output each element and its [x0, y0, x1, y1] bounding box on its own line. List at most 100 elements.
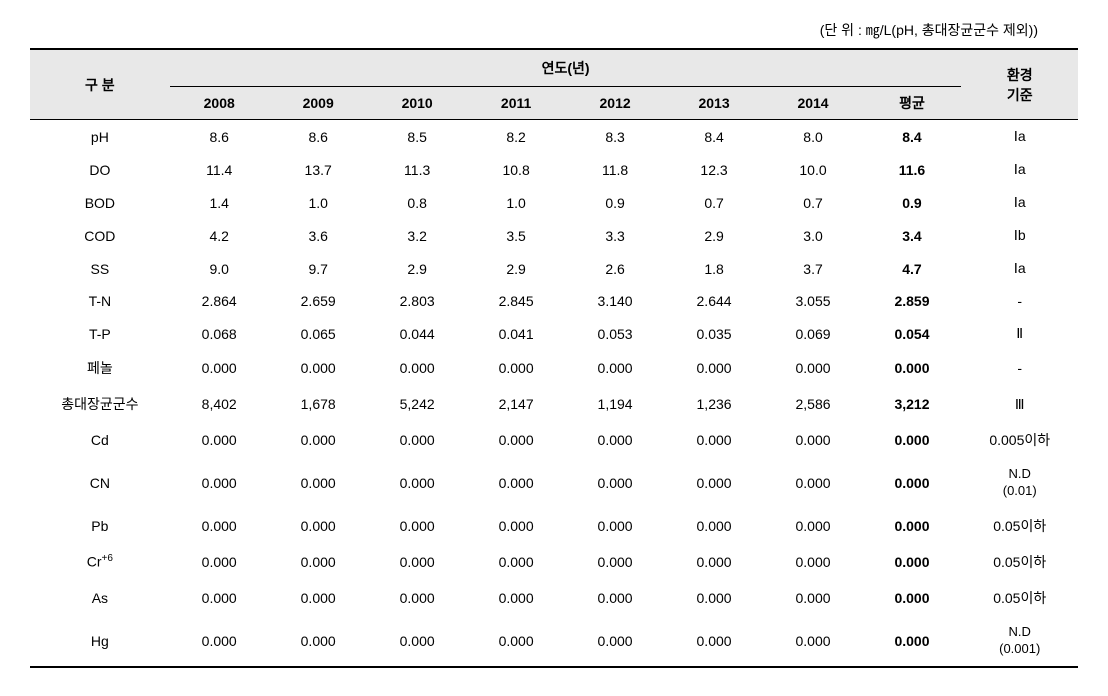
cell-value: 8.6	[269, 120, 368, 154]
table-header: 구 분 연도(년) 환경기준 2008 2009 2010 2011 2012 …	[30, 49, 1078, 120]
cell-value: 2.659	[269, 285, 368, 317]
cell-standard: 0.005이하	[961, 422, 1078, 458]
cell-value: 0.000	[467, 508, 566, 544]
cell-value: 0.041	[467, 317, 566, 350]
cell-value: 2,586	[764, 386, 863, 422]
cell-value: 0.000	[368, 350, 467, 386]
table-row: SS9.09.72.92.92.61.83.74.7Ⅰa	[30, 252, 1078, 285]
cell-average: 0.000	[863, 458, 962, 508]
cell-value: 2.6	[566, 252, 665, 285]
table-row: T-P0.0680.0650.0440.0410.0530.0350.0690.…	[30, 317, 1078, 350]
row-label: 총대장균군수	[30, 386, 170, 422]
table-row: BOD1.41.00.81.00.90.70.70.9Ⅰa	[30, 186, 1078, 219]
table-row: As0.0000.0000.0000.0000.0000.0000.0000.0…	[30, 580, 1078, 616]
cell-standard: N.D(0.001)	[961, 616, 1078, 667]
cell-value: 0.000	[764, 616, 863, 667]
cell-value: 0.000	[566, 350, 665, 386]
cell-value: 1,678	[269, 386, 368, 422]
cell-value: 0.000	[170, 508, 269, 544]
table-row: Cd0.0000.0000.0000.0000.0000.0000.0000.0…	[30, 422, 1078, 458]
cell-value: 1.8	[665, 252, 764, 285]
cell-standard: Ⅰb	[961, 219, 1078, 252]
cell-average: 11.6	[863, 153, 962, 186]
row-label: CN	[30, 458, 170, 508]
cell-value: 3.140	[566, 285, 665, 317]
cell-average: 3.4	[863, 219, 962, 252]
cell-value: 9.7	[269, 252, 368, 285]
cell-average: 0.000	[863, 580, 962, 616]
table-row: Pb0.0000.0000.0000.0000.0000.0000.0000.0…	[30, 508, 1078, 544]
header-standard: 환경기준	[961, 49, 1078, 120]
table-row: COD4.23.63.23.53.32.93.03.4Ⅰb	[30, 219, 1078, 252]
cell-value: 0.000	[170, 616, 269, 667]
header-category: 구 분	[30, 49, 170, 120]
cell-value: 0.000	[665, 458, 764, 508]
cell-value: 5,242	[368, 386, 467, 422]
cell-value: 0.000	[368, 616, 467, 667]
cell-value: 2.803	[368, 285, 467, 317]
cell-value: 0.000	[467, 580, 566, 616]
cell-value: 2.9	[467, 252, 566, 285]
cell-value: 3.5	[467, 219, 566, 252]
cell-value: 0.000	[368, 508, 467, 544]
header-year-2009: 2009	[269, 87, 368, 120]
cell-standard: -	[961, 350, 1078, 386]
cell-value: 0.000	[170, 458, 269, 508]
cell-average: 0.000	[863, 350, 962, 386]
cell-standard: Ⅲ	[961, 386, 1078, 422]
table-row: T-N2.8642.6592.8032.8453.1402.6443.0552.…	[30, 285, 1078, 317]
row-label: pH	[30, 120, 170, 154]
cell-average: 0.000	[863, 544, 962, 580]
row-label: SS	[30, 252, 170, 285]
cell-average: 3,212	[863, 386, 962, 422]
cell-average: 0.000	[863, 616, 962, 667]
cell-average: 0.000	[863, 508, 962, 544]
cell-value: 2.644	[665, 285, 764, 317]
cell-standard: N.D(0.01)	[961, 458, 1078, 508]
cell-average: 4.7	[863, 252, 962, 285]
table-row: Cr+60.0000.0000.0000.0000.0000.0000.0000…	[30, 544, 1078, 580]
cell-average: 0.9	[863, 186, 962, 219]
cell-value: 0.000	[764, 422, 863, 458]
cell-value: 11.4	[170, 153, 269, 186]
cell-value: 9.0	[170, 252, 269, 285]
cell-value: 11.8	[566, 153, 665, 186]
cell-standard: Ⅰa	[961, 252, 1078, 285]
cell-value: 0.065	[269, 317, 368, 350]
cell-value: 2,147	[467, 386, 566, 422]
cell-standard: 0.05이하	[961, 544, 1078, 580]
cell-value: 0.000	[269, 350, 368, 386]
cell-value: 0.000	[764, 508, 863, 544]
row-label: Hg	[30, 616, 170, 667]
cell-standard: 0.05이하	[961, 508, 1078, 544]
row-label: T-P	[30, 317, 170, 350]
cell-value: 0.000	[764, 544, 863, 580]
cell-standard: Ⅰa	[961, 186, 1078, 219]
cell-value: 8,402	[170, 386, 269, 422]
cell-standard: Ⅰa	[961, 120, 1078, 154]
cell-value: 4.2	[170, 219, 269, 252]
table-row: DO11.413.711.310.811.812.310.011.6Ⅰa	[30, 153, 1078, 186]
data-table: 구 분 연도(년) 환경기준 2008 2009 2010 2011 2012 …	[30, 48, 1078, 668]
table-row: pH8.68.68.58.28.38.48.08.4Ⅰa	[30, 120, 1078, 154]
cell-value: 0.000	[764, 580, 863, 616]
row-label: BOD	[30, 186, 170, 219]
row-label: T-N	[30, 285, 170, 317]
cell-value: 0.035	[665, 317, 764, 350]
cell-value: 0.000	[368, 422, 467, 458]
cell-value: 0.044	[368, 317, 467, 350]
row-label: DO	[30, 153, 170, 186]
row-label: Cd	[30, 422, 170, 458]
cell-value: 1,194	[566, 386, 665, 422]
cell-value: 0.000	[566, 544, 665, 580]
header-year-2011: 2011	[467, 87, 566, 120]
cell-value: 0.000	[566, 422, 665, 458]
table-row: 페놀0.0000.0000.0000.0000.0000.0000.0000.0…	[30, 350, 1078, 386]
cell-value: 0.000	[170, 580, 269, 616]
cell-value: 0.000	[467, 616, 566, 667]
cell-value: 3.055	[764, 285, 863, 317]
cell-value: 8.5	[368, 120, 467, 154]
cell-value: 0.000	[467, 544, 566, 580]
cell-value: 3.2	[368, 219, 467, 252]
cell-value: 0.000	[269, 458, 368, 508]
